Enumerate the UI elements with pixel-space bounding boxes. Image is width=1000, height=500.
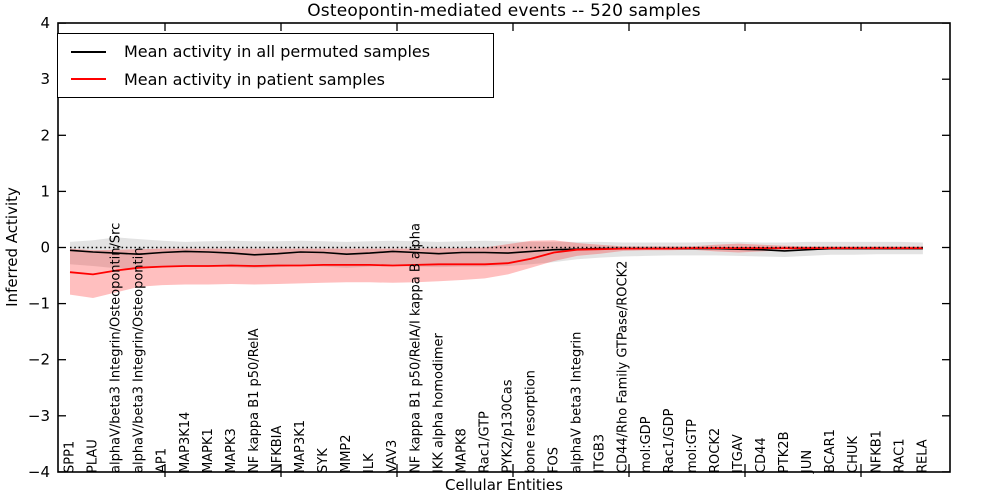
x-category-label: JUN [800, 450, 815, 474]
x-category-label: CHUK [846, 436, 861, 473]
x-category-label: PTK2B [777, 432, 792, 474]
y-tick-label: −4 [28, 463, 50, 481]
legend-label-patient: Mean activity in patient samples [124, 69, 385, 89]
x-category-label: BCAR1 [823, 429, 838, 473]
x-category-label: RAC1 [892, 438, 907, 473]
x-category-label: MAPK8 [454, 428, 469, 473]
x-category-label: ITGB3 [593, 434, 608, 473]
legend-label-permuted: Mean activity in all permuted samples [124, 42, 431, 62]
y-tick-label: 4 [40, 14, 50, 32]
x-category-label: MAPK1 [201, 428, 216, 473]
x-category-label: NF kappa B1 p50/RelA [247, 328, 262, 473]
y-tick-label: 0 [40, 239, 50, 257]
permuted-mean-line [69, 247, 923, 256]
permuted-line-swatch [71, 50, 106, 53]
x-category-label: NFKB1 [869, 430, 884, 473]
x-category-label: NF kappa B1 p50/RelA/I kappa B alpha [408, 223, 423, 473]
x-category-label: MAP3K1 [293, 420, 308, 473]
x-category-label: alphaV/beta3 Integrin/Osteopontin [132, 248, 147, 473]
x-category-label: PLAU [86, 439, 101, 473]
x-category-label: mol:GDP [639, 416, 654, 473]
x-category-label: RELA [915, 439, 930, 473]
legend: Mean activity in all permuted samples Me… [57, 33, 494, 98]
x-category-label: SPP1 [63, 441, 78, 473]
x-category-label: NFKBIA [270, 426, 285, 473]
x-category-label: IKK alpha homodimer [431, 332, 446, 473]
chart-title: Osteopontin-mediated events -- 520 sampl… [307, 1, 701, 21]
x-category-label: MAPK3 [224, 428, 239, 473]
x-category-label: ILK [362, 453, 377, 473]
x-category-label: alphaV/beta3 Integrin/Osteopontin/Src [109, 223, 124, 473]
patient-band [70, 240, 923, 298]
y-tick-label: 3 [40, 70, 50, 88]
x-category-label: FOS [547, 447, 562, 473]
y-tick-label: 2 [40, 126, 50, 144]
x-category-label: AP1 [155, 448, 170, 473]
x-category-label: PYK2/p130Cas [500, 379, 515, 473]
x-category-label: CD44/Rho Family GTPase/ROCK2 [616, 261, 631, 473]
x-category-label: Rac1/GDP [662, 408, 677, 473]
x-category-label: CD44 [754, 437, 769, 473]
patient-line-swatch [71, 78, 106, 81]
legend-item-patient: Mean activity in patient samples [58, 70, 493, 89]
y-tick-label: −3 [28, 407, 50, 425]
y-axis-title: Inferred Activity [3, 187, 21, 307]
x-category-label: mol:GTP [685, 419, 700, 473]
x-category-label: bone resorption [524, 370, 539, 473]
x-category-label: Rac1/GTP [477, 411, 492, 473]
y-tick-label: −1 [28, 295, 50, 313]
x-category-label: SYK [316, 448, 331, 473]
x-category-label: ITGAV [731, 434, 746, 473]
x-axis-title: Cellular Entities [445, 476, 563, 494]
x-category-label: MMP2 [339, 434, 354, 473]
x-category-label: MAP3K14 [178, 412, 193, 473]
x-category-label: VAV3 [385, 440, 400, 473]
x-category-label: ROCK2 [708, 428, 723, 473]
y-tick-label: 1 [40, 182, 50, 200]
x-category-label: alphaV beta3 Integrin [570, 332, 585, 473]
y-tick-label: −2 [28, 351, 50, 369]
legend-item-permuted: Mean activity in all permuted samples [58, 42, 493, 61]
